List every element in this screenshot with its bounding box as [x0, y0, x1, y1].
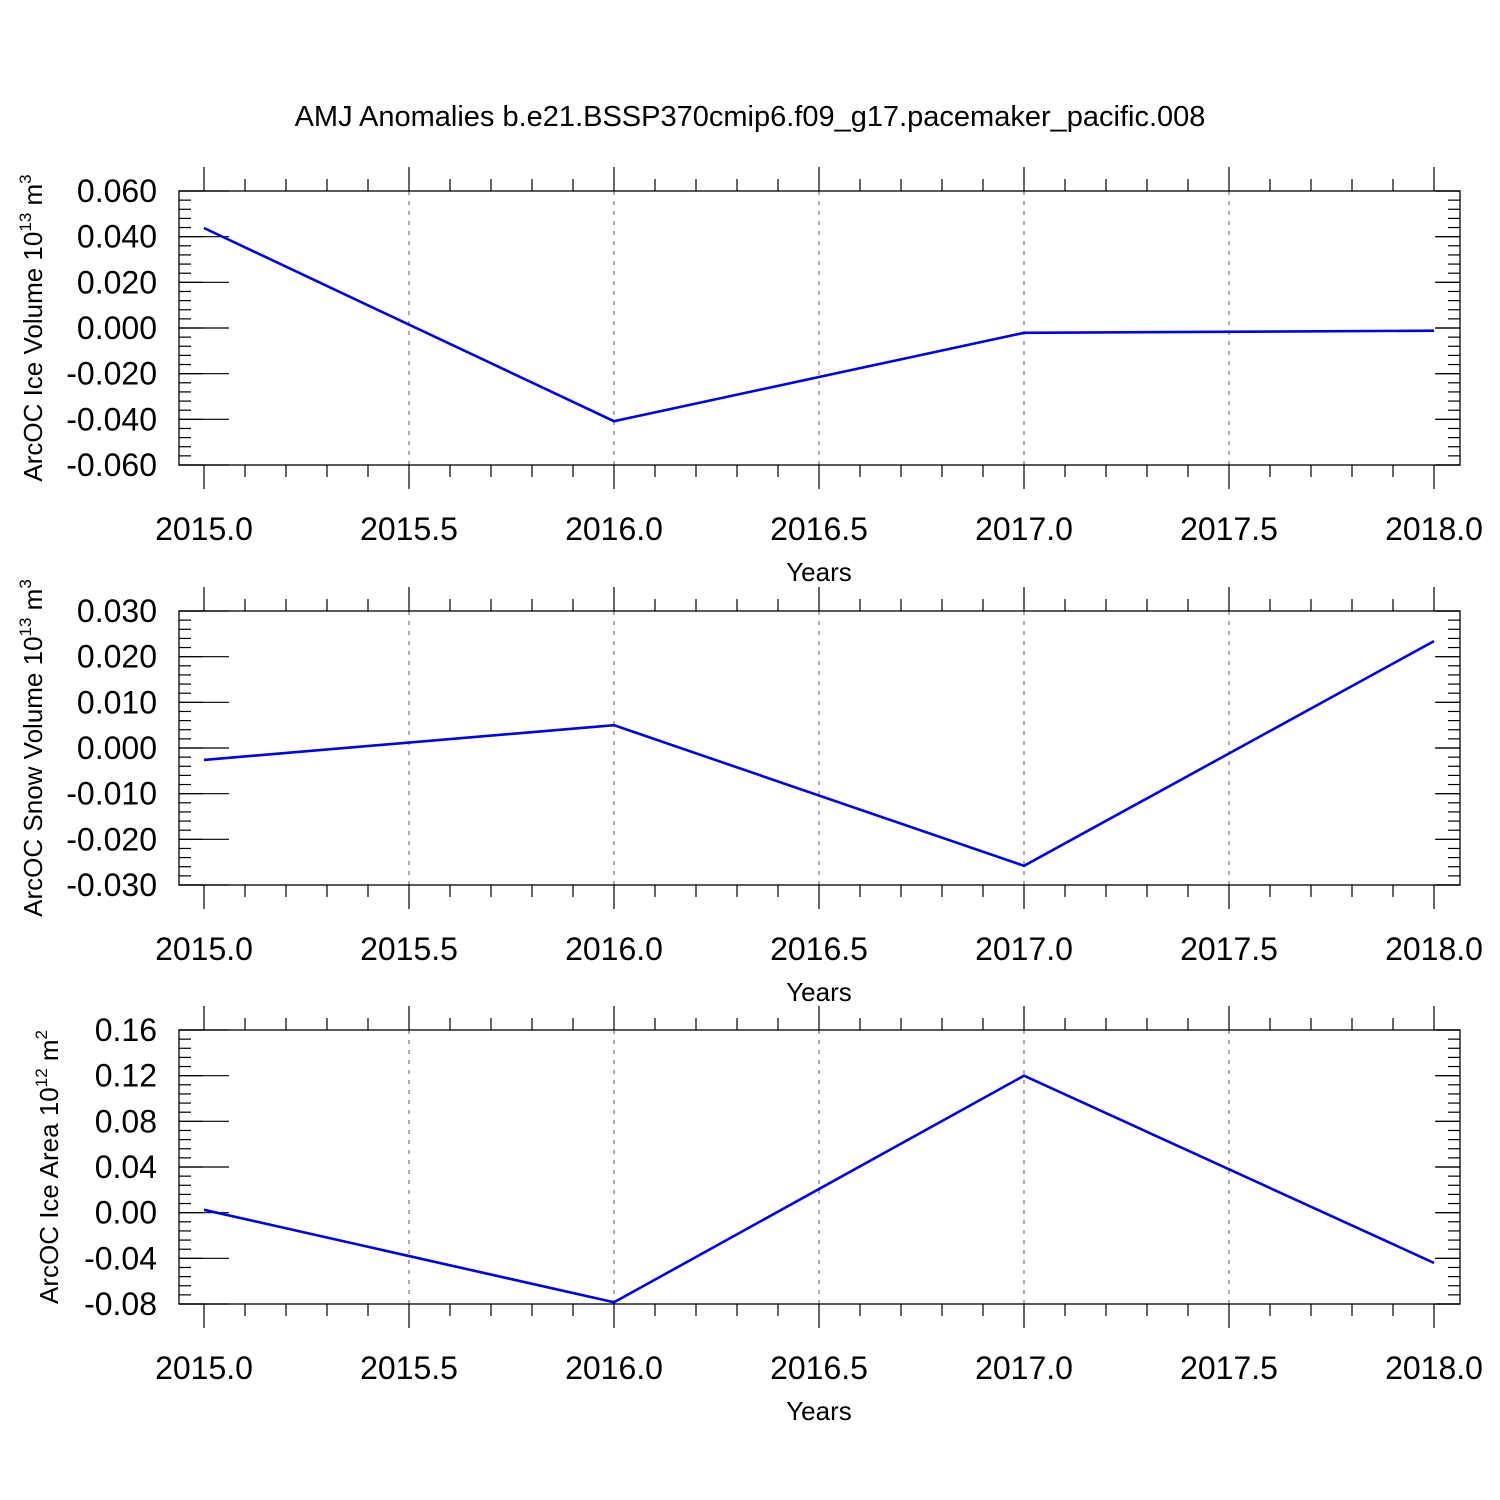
y-tick-label: 0.020	[77, 264, 157, 300]
y-tick-label: 0.16	[95, 1012, 157, 1048]
x-tick-label: 2016.5	[770, 511, 868, 547]
y-tick-label: 0.00	[95, 1195, 157, 1231]
y-tick-label: -0.020	[66, 356, 157, 392]
y-tick-label: 0.020	[77, 639, 157, 675]
y-axis-label-text: ArcOC Ice Volume 10	[18, 232, 48, 482]
series-line	[203, 639, 1435, 868]
y-axis-label-superscript: 2	[32, 1030, 51, 1039]
x-tick-label: 2017.0	[975, 1350, 1073, 1386]
x-axis-label: Years	[786, 977, 852, 1007]
x-tick-label: 2016.5	[770, 1350, 868, 1386]
x-tick-label: 2015.5	[360, 511, 458, 547]
y-tick-label: 0.12	[95, 1058, 157, 1094]
y-tick-label: 0.08	[95, 1103, 157, 1139]
series-line	[203, 226, 1435, 423]
y-axis-label-superscript: 12	[32, 1068, 51, 1087]
y-tick-label: -0.020	[66, 821, 157, 857]
x-tick-label: 2015.5	[360, 931, 458, 967]
x-tick-label: 2018.0	[1385, 511, 1483, 547]
y-axis-label: ArcOC Ice Volume 1013 m3	[16, 174, 48, 481]
x-tick-label: 2015.0	[155, 1350, 253, 1386]
x-tick-label: 2016.0	[565, 931, 663, 967]
y-tick-label: -0.040	[66, 401, 157, 437]
x-tick-label: 2018.0	[1385, 1350, 1483, 1386]
y-axis-label-superscript: 13	[16, 213, 35, 232]
panels: 0.0600.0400.0200.000-0.020-0.040-0.06020…	[16, 167, 1483, 1426]
y-tick-label: 0.060	[77, 173, 157, 209]
y-tick-label: 0.04	[95, 1149, 157, 1185]
y-axis-label-superscript: 13	[16, 618, 35, 637]
x-tick-label: 2016.0	[565, 1350, 663, 1386]
series-line	[203, 1074, 1435, 1304]
y-tick-label: 0.000	[77, 310, 157, 346]
y-axis-label-text: ArcOC Ice Area 10	[34, 1087, 64, 1304]
x-tick-label: 2017.5	[1180, 1350, 1278, 1386]
chart-panel-1: 0.060 0.040 0.020 0.000 -0.020 -0.040 -0.060 20…	[16, 167, 1483, 587]
x-tick-label: 2018.0	[1385, 931, 1483, 967]
x-axis-label: Years	[786, 1396, 852, 1426]
x-axis-label: Years	[786, 557, 852, 587]
y-tick-label: -0.04	[84, 1240, 157, 1276]
y-tick-label: -0.010	[66, 776, 157, 812]
x-tick-label: 2017.5	[1180, 511, 1278, 547]
chart-panel-2: 0.030 0.020 0.010 0.000 -0.010 -0.020 -0.030 20…	[16, 579, 1483, 1007]
x-tick-label: 2016.5	[770, 931, 868, 967]
y-axis-label-text: ArcOC Snow Volume 10	[18, 636, 48, 916]
y-axis-label-text: m	[34, 1039, 64, 1068]
y-axis-label: ArcOC Ice Area 1012 m2	[32, 1030, 64, 1304]
y-axis-label-text: m	[18, 184, 48, 213]
x-tick-label: 2015.5	[360, 1350, 458, 1386]
y-tick-label: -0.060	[66, 447, 157, 483]
x-tick-label: 2015.0	[155, 931, 253, 967]
y-axis-label: ArcOC Snow Volume 1013 m3	[16, 579, 48, 917]
y-axis-label-text: m	[18, 589, 48, 618]
y-axis-label-superscript: 3	[16, 579, 35, 588]
y-tick-label: 0.030	[77, 593, 157, 629]
y-tick-label: 0.000	[77, 730, 157, 766]
x-tick-label: 2016.0	[565, 511, 663, 547]
chart-panel-3: 0.16 0.12 0.08 0.04 0.00 -0.04 -0.08 2015.0 2015…	[32, 1006, 1483, 1426]
y-tick-label: 0.010	[77, 684, 157, 720]
y-tick-label: -0.030	[66, 867, 157, 903]
x-tick-label: 2017.0	[975, 931, 1073, 967]
x-tick-label: 2015.0	[155, 511, 253, 547]
y-tick-label: 0.040	[77, 219, 157, 255]
x-tick-label: 2017.5	[1180, 931, 1278, 967]
x-tick-label: 2017.0	[975, 511, 1073, 547]
y-axis-label-superscript: 3	[16, 174, 35, 183]
y-tick-label: -0.08	[84, 1286, 157, 1322]
main-title: AMJ Anomalies b.e21.BSSP370cmip6.f09_g17…	[295, 101, 1206, 133]
